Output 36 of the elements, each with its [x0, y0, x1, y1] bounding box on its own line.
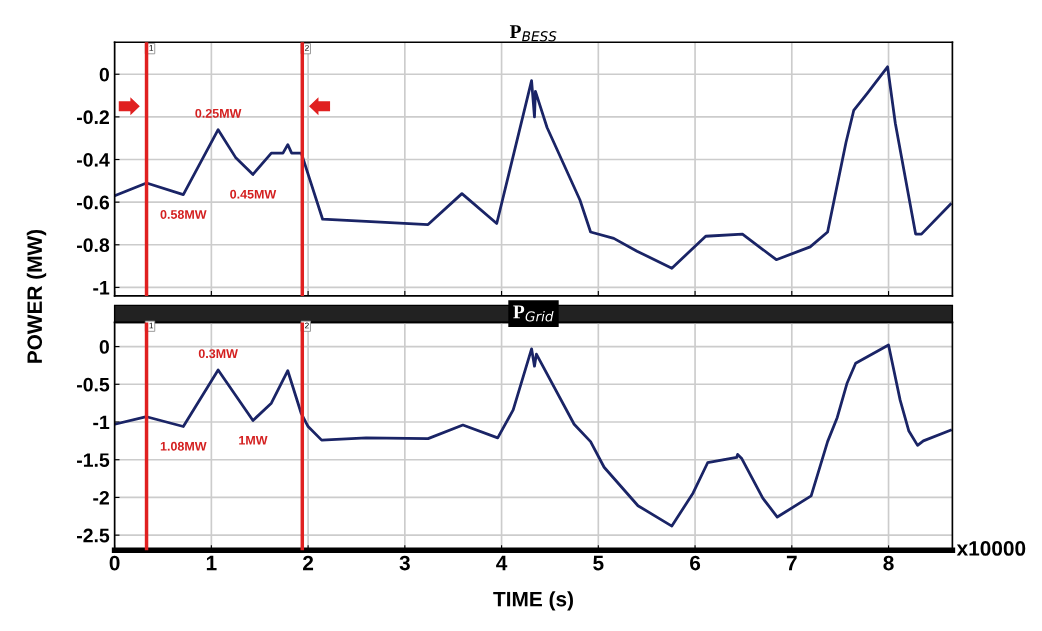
- y-axis-title: POWER (MW): [26, 229, 47, 363]
- annotation: 2: [305, 322, 309, 329]
- annotation: 0.3MW: [198, 349, 238, 359]
- annotation: 0.58MW: [160, 210, 207, 219]
- chart-title: P$_{Grid}$: [513, 305, 554, 322]
- y-tick-label: 0: [99, 340, 109, 354]
- x-tick-label: 1: [206, 555, 217, 571]
- y-tick-label: -0.5: [77, 377, 110, 392]
- x-axis-title: TIME (s): [493, 591, 573, 611]
- y-tick-label: -2: [93, 490, 109, 505]
- annotation: 1MW: [239, 435, 268, 445]
- x-tick-label: 2: [303, 555, 314, 571]
- annotation: 0.25MW: [195, 108, 242, 118]
- annotation: 1.08MW: [160, 441, 207, 451]
- y-tick-label: -0.2: [77, 110, 109, 125]
- y-tick-label: -1: [93, 281, 110, 295]
- y-tick-label: -0.4: [77, 152, 110, 167]
- x-tick-label: 4: [496, 555, 508, 571]
- chart-title: P$_{BESS}$: [509, 25, 557, 42]
- y-tick-label: -1: [93, 415, 110, 430]
- x-tick-label: 5: [593, 555, 604, 571]
- text: x10000: [956, 541, 1026, 556]
- annotation: 0.45MW: [230, 189, 277, 199]
- y-tick-label: -2.5: [77, 528, 110, 543]
- x-tick-label: 6: [690, 555, 701, 571]
- y-tick-label: -1.5: [77, 453, 110, 467]
- y-tick-label: -0.8: [77, 238, 110, 253]
- annotation: 1: [149, 322, 154, 329]
- x-tick-label: 8: [883, 555, 894, 571]
- x-tick-label: 7: [786, 555, 797, 571]
- annotation: 1: [149, 45, 154, 51]
- x-tick-label: 0: [109, 555, 120, 571]
- annotation: 2: [305, 45, 309, 51]
- x-tick-label: 3: [399, 555, 410, 571]
- y-tick-label: -0.6: [77, 195, 110, 210]
- y-tick-label: 0: [99, 67, 109, 82]
